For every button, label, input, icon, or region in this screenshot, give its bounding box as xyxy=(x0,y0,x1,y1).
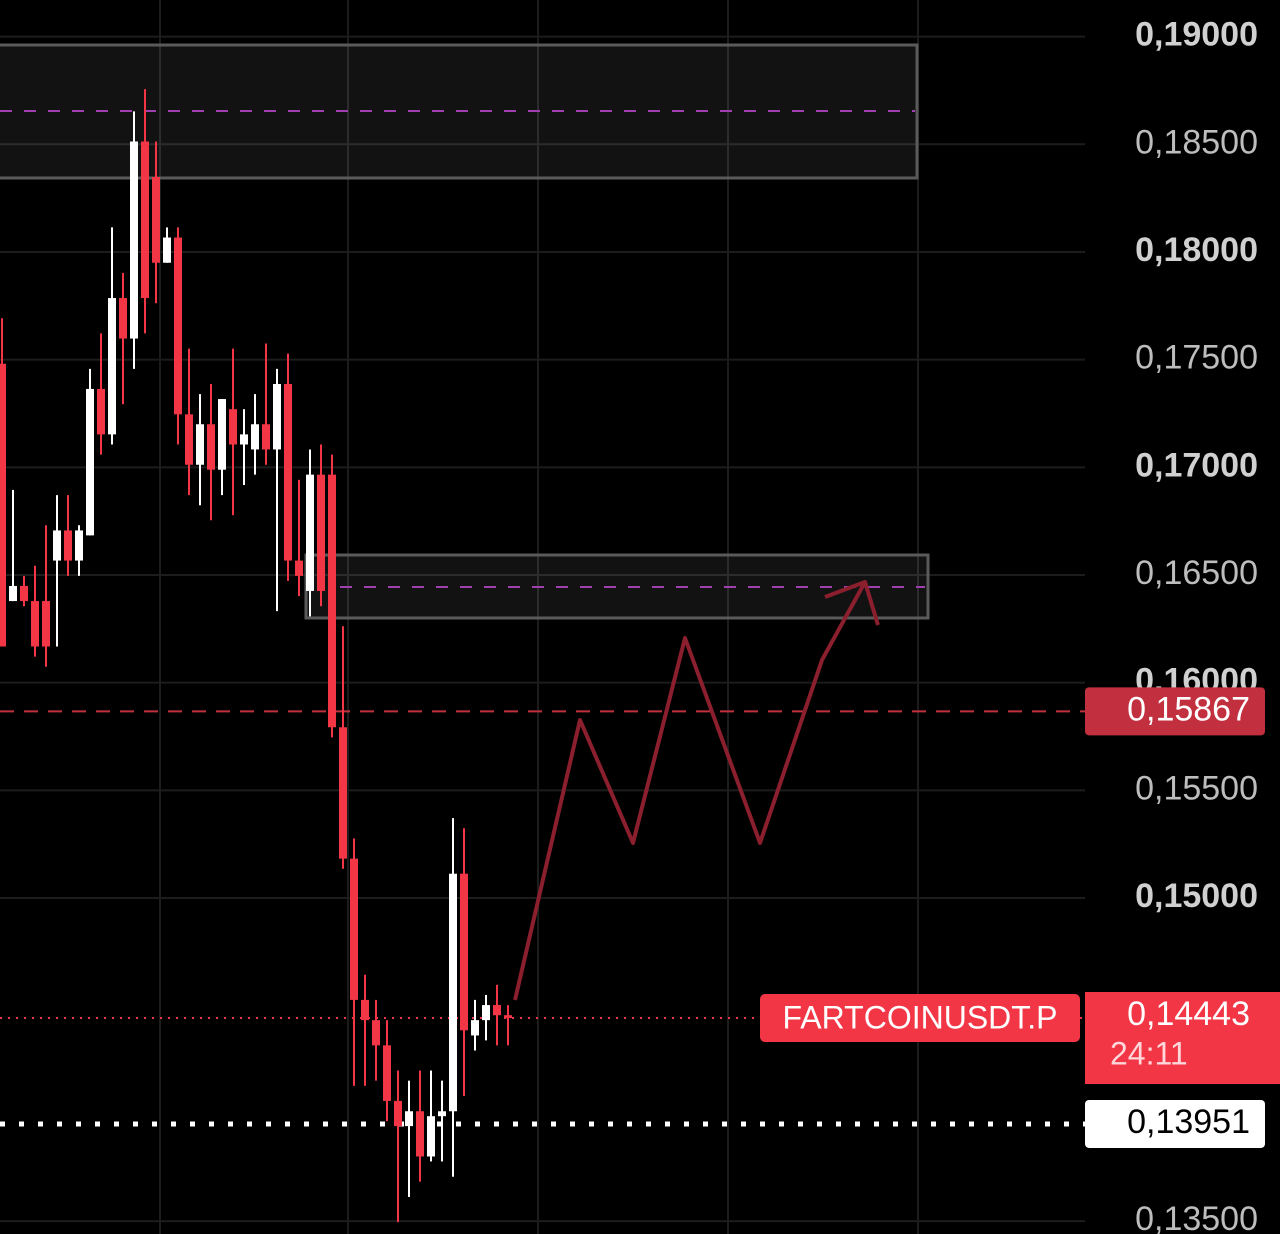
candle-body xyxy=(460,873,468,1031)
candle-body xyxy=(273,383,281,450)
candle-body xyxy=(53,530,61,561)
price-label-box xyxy=(1085,1099,1265,1148)
candle-body xyxy=(207,424,215,470)
y-tick-label: 0,15500 xyxy=(1135,769,1258,807)
y-tick-label: 0,13500 xyxy=(1135,1200,1258,1234)
candle-body xyxy=(108,298,116,435)
candle-body xyxy=(416,1111,424,1157)
candle-body xyxy=(42,601,50,647)
projection-arrow xyxy=(513,580,880,1001)
candle-body xyxy=(361,999,369,1021)
candle-body xyxy=(350,858,358,1000)
y-tick-label: 0,17500 xyxy=(1135,339,1258,377)
countdown-label: 24:11 xyxy=(1110,1035,1188,1071)
price-label: 0,13951 xyxy=(1127,1103,1250,1141)
price-label: 0,15867 xyxy=(1127,690,1250,728)
zones xyxy=(0,43,930,620)
y-tick-label: 0,18000 xyxy=(1135,231,1258,269)
candle-body xyxy=(251,424,259,450)
y-tick-label: 0,17000 xyxy=(1135,446,1258,484)
candle-body xyxy=(0,363,6,647)
symbol-label: FARTCOINUSDT.P xyxy=(783,999,1058,1035)
candle-body xyxy=(97,388,105,435)
candle-body xyxy=(405,1111,413,1127)
candle-body xyxy=(218,399,226,470)
y-tick-label: 0,16500 xyxy=(1135,554,1258,592)
candle-body xyxy=(9,585,17,602)
candle-body xyxy=(295,560,303,576)
candle-body xyxy=(306,474,314,591)
candle-body xyxy=(284,383,292,561)
candle-body xyxy=(504,1015,512,1018)
candle-body xyxy=(229,409,237,445)
candle-body xyxy=(383,1045,391,1101)
candle-body xyxy=(262,424,270,450)
last-price-box xyxy=(1085,991,1280,1084)
candle-body xyxy=(372,1020,380,1046)
candle-body xyxy=(196,424,204,465)
candle-body xyxy=(64,530,72,561)
candle-body xyxy=(75,530,83,561)
candle-body xyxy=(493,1005,501,1016)
candle-body xyxy=(152,177,160,263)
candle-body xyxy=(240,434,248,445)
candle-body xyxy=(31,601,39,647)
candle-body xyxy=(328,474,336,728)
candle-body xyxy=(141,141,149,299)
candle-body xyxy=(174,237,182,415)
candle-body xyxy=(163,237,171,263)
candle-body xyxy=(317,474,325,591)
candle-body xyxy=(482,1005,490,1021)
candle-body xyxy=(119,298,127,339)
candle-body xyxy=(20,585,28,602)
candle-body xyxy=(339,727,347,859)
candle-body xyxy=(130,141,138,339)
candle-body xyxy=(427,1116,435,1157)
price-label-box xyxy=(1085,687,1265,736)
y-tick-label: 0,15000 xyxy=(1135,877,1258,915)
y-tick-label: 0,19000 xyxy=(1135,16,1258,54)
candle-body xyxy=(86,388,94,536)
y-tick-label: 0,18500 xyxy=(1135,123,1258,161)
candle-body xyxy=(185,414,193,465)
candle-body xyxy=(394,1100,402,1127)
last-price-label: 0,14443 xyxy=(1127,995,1250,1033)
candle-body xyxy=(471,1020,479,1036)
candle-body xyxy=(438,1111,446,1117)
symbol-box xyxy=(760,993,1080,1042)
candle-body xyxy=(449,873,457,1112)
